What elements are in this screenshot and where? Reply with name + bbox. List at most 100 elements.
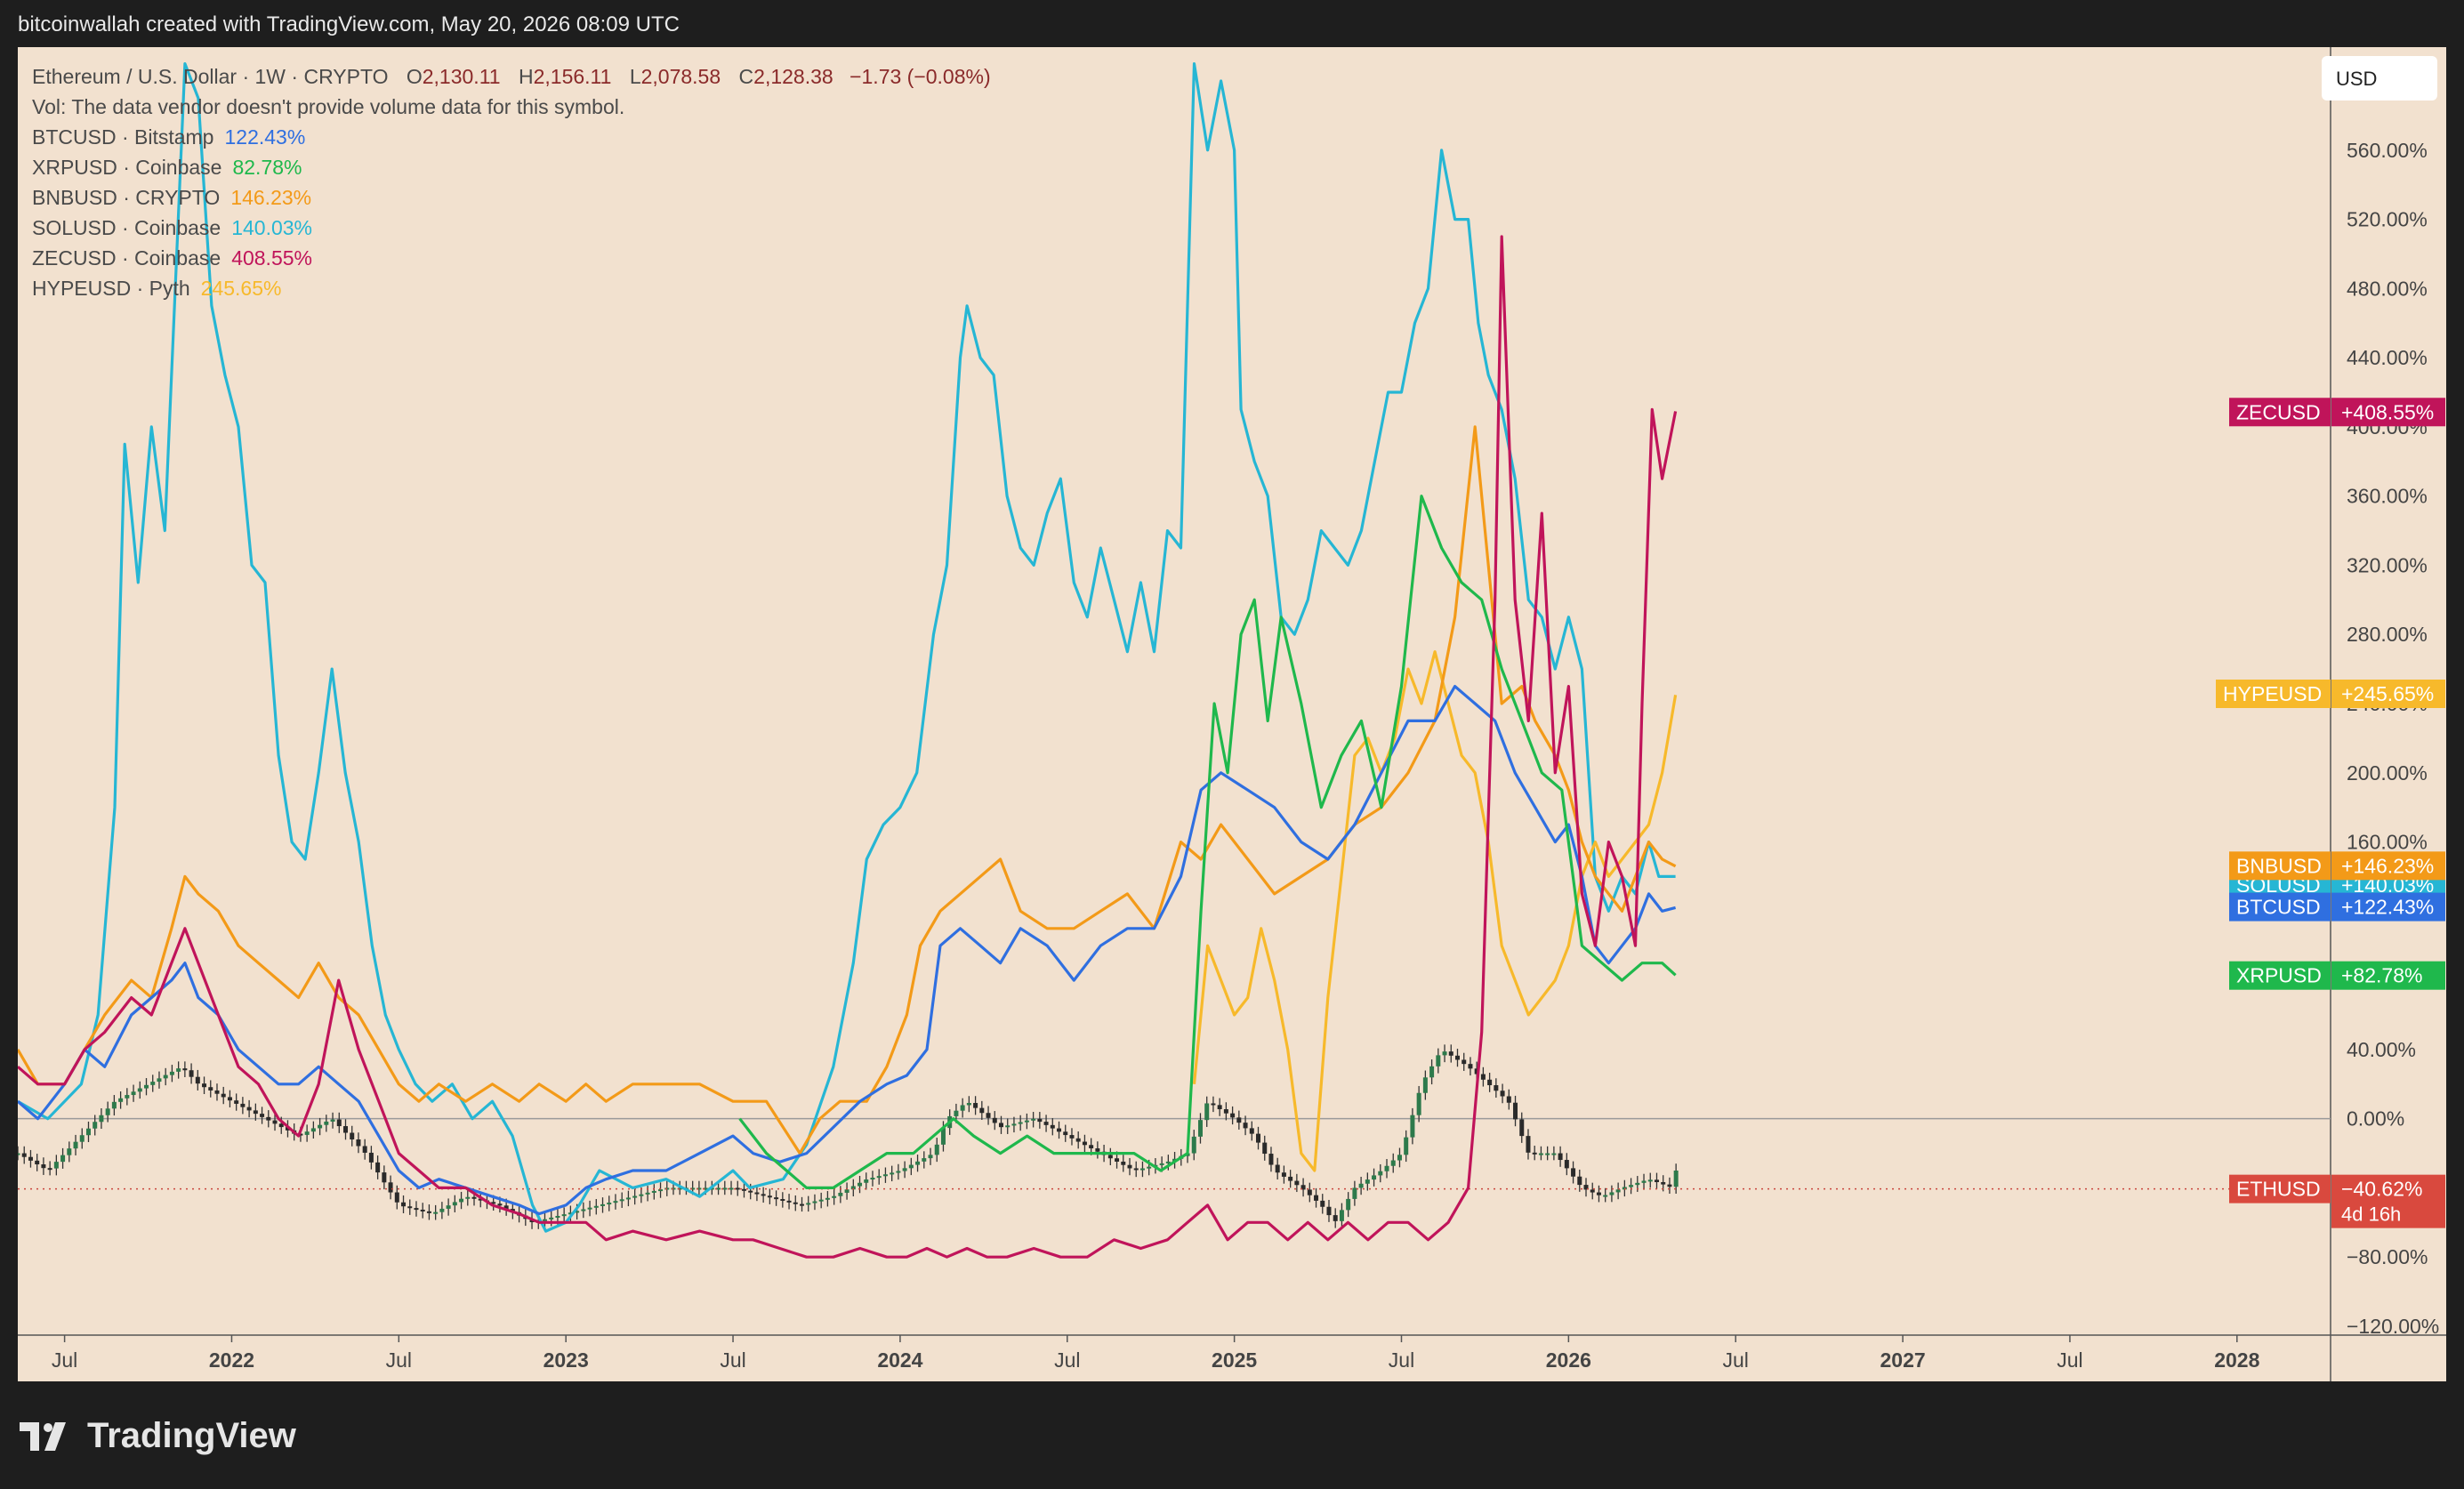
eth-candle-body [575, 1211, 580, 1213]
badge-btcusd: BTCUSD +122.43% [2229, 892, 2445, 922]
eth-candle-body [144, 1084, 149, 1089]
legend-item[interactable]: BTCUSD · Bitstamp 122.43% [32, 122, 991, 152]
badge-bnbusd-label: BNBUSD [2236, 854, 2322, 877]
badge-btcusd-value: +122.43% [2341, 896, 2434, 919]
eth-candle-body [1165, 1161, 1171, 1163]
eth-candle-body [703, 1187, 708, 1190]
tradingview-logo-text: TradingView [87, 1416, 296, 1455]
eth-candle-body [1230, 1113, 1236, 1118]
eth-candle-body [1069, 1135, 1075, 1139]
eth-candle-body [99, 1115, 104, 1123]
eth-candle-body [227, 1097, 232, 1101]
chart-area[interactable]: 600.00%560.00%520.00%480.00%440.00%400.0… [18, 47, 2446, 1381]
eth-candle-body [1326, 1206, 1332, 1216]
eth-candle-body [1513, 1102, 1518, 1120]
tradingview-logo[interactable]: TradingView [20, 1416, 296, 1456]
badge-xrpusd-label-bg [2229, 961, 2331, 990]
badge-bnbusd-value: +146.23% [2341, 854, 2434, 877]
legend-item[interactable]: HYPEUSD · Pyth 245.65% [32, 273, 991, 303]
x-tick-label: Jul [1723, 1348, 1749, 1372]
eth-candle-body [79, 1135, 85, 1142]
eth-candle-body [1024, 1120, 1029, 1123]
eth-candle-body [1288, 1176, 1293, 1181]
eth-candle-body [350, 1132, 355, 1139]
eth-candle-body [1372, 1175, 1377, 1180]
eth-candle-body [850, 1186, 856, 1190]
eth-candle-body [169, 1071, 174, 1075]
eth-candle-body [1127, 1164, 1132, 1169]
eth-candle-body [998, 1123, 1003, 1128]
eth-candle-body [915, 1161, 921, 1165]
eth-candle-body [639, 1194, 644, 1196]
eth-candle-body [761, 1194, 766, 1196]
eth-candle-body [1429, 1066, 1435, 1078]
eth-candle-body [1500, 1091, 1505, 1097]
legend-item-label: BNBUSD · CRYPTO [32, 186, 221, 209]
eth-candle-body [870, 1178, 875, 1180]
eth-candle-body [1487, 1079, 1493, 1086]
y-tick-label: 520.00% [2347, 208, 2428, 231]
eth-candle-body [619, 1199, 624, 1202]
x-tick-label: 2022 [209, 1348, 254, 1372]
badge-hypeusd-label: HYPEUSD [2223, 682, 2322, 705]
eth-candle-body [368, 1152, 374, 1163]
legend-symbol-row[interactable]: Ethereum / U.S. Dollar · 1W · CRYPTO O2,… [32, 61, 991, 92]
eth-candle-body [1416, 1092, 1421, 1115]
eth-candle-body [1333, 1215, 1338, 1221]
eth-candle-body [478, 1198, 483, 1201]
eth-candle-body [1300, 1185, 1306, 1190]
eth-candle-body [253, 1110, 258, 1115]
eth-candle-body [336, 1119, 342, 1127]
badge-ethusd-label: ETHUSD [2236, 1178, 2321, 1201]
badge-bnbusd-value-bg [2331, 851, 2445, 881]
eth-candle-body [105, 1108, 110, 1115]
badge-hypeusd-value-bg [2331, 680, 2445, 709]
legend-item[interactable]: SOLUSD · Coinbase 140.03% [32, 213, 991, 243]
high-label: H [518, 65, 534, 88]
legend-item[interactable]: ZECUSD · Coinbase 408.55% [32, 243, 991, 273]
eth-candle-body [401, 1202, 407, 1207]
y-tick-label: −80.00% [2347, 1245, 2428, 1268]
eth-candle-body [793, 1202, 798, 1204]
eth-candle-body [1281, 1172, 1286, 1177]
badge-xrpusd-value-bg [2331, 961, 2445, 990]
volume-note: Vol: The data vendor doesn't provide vol… [32, 95, 625, 118]
legend-item[interactable]: XRPUSD · Coinbase 82.78% [32, 152, 991, 182]
eth-candle-body [1115, 1158, 1120, 1162]
badge-xrpusd-label: XRPUSD [2236, 964, 2322, 987]
eth-candle-body [858, 1182, 863, 1187]
eth-candle-body [651, 1190, 656, 1193]
eth-candle-body [503, 1205, 509, 1210]
eth-candle-body [896, 1171, 901, 1173]
eth-candle-body [774, 1197, 779, 1200]
currency-button[interactable]: USD [2322, 56, 2437, 101]
eth-candle-body [362, 1146, 367, 1153]
badge-ethusd-value-bg [2331, 1174, 2445, 1228]
eth-candle-body [60, 1155, 66, 1163]
eth-candle-body [1442, 1051, 1447, 1056]
x-tick-label: Jul [52, 1348, 77, 1372]
eth-candle-body [1422, 1077, 1428, 1093]
eth-candle-body [1532, 1152, 1537, 1155]
legend-item-label: HYPEUSD · Pyth [32, 277, 190, 300]
x-tick-label: Jul [720, 1348, 745, 1372]
eth-candle-body [1506, 1096, 1511, 1103]
y-tick-label: 40.00% [2347, 1038, 2416, 1061]
badge-hypeusd-value: +245.65% [2341, 682, 2434, 705]
eth-candle-body [234, 1100, 239, 1104]
legend-item-label: XRPUSD · Coinbase [32, 156, 222, 179]
legend-item[interactable]: BNBUSD · CRYPTO 146.23% [32, 182, 991, 213]
badge-btcusd-label-bg [2229, 892, 2331, 922]
eth-candle-body [754, 1192, 760, 1195]
eth-candle-body [1236, 1117, 1242, 1123]
chart-svg[interactable]: 600.00%560.00%520.00%480.00%440.00%400.0… [18, 47, 2446, 1381]
eth-candle-body [85, 1128, 91, 1136]
eth-candle-body [433, 1211, 439, 1214]
eth-candle-body [1339, 1210, 1344, 1221]
eth-candle-body [439, 1208, 445, 1212]
eth-candle-body [1667, 1184, 1672, 1187]
eth-candle-body [420, 1209, 425, 1211]
eth-candle-body [812, 1201, 817, 1203]
eth-candle-body [318, 1124, 323, 1129]
eth-candle-body [1043, 1122, 1049, 1125]
